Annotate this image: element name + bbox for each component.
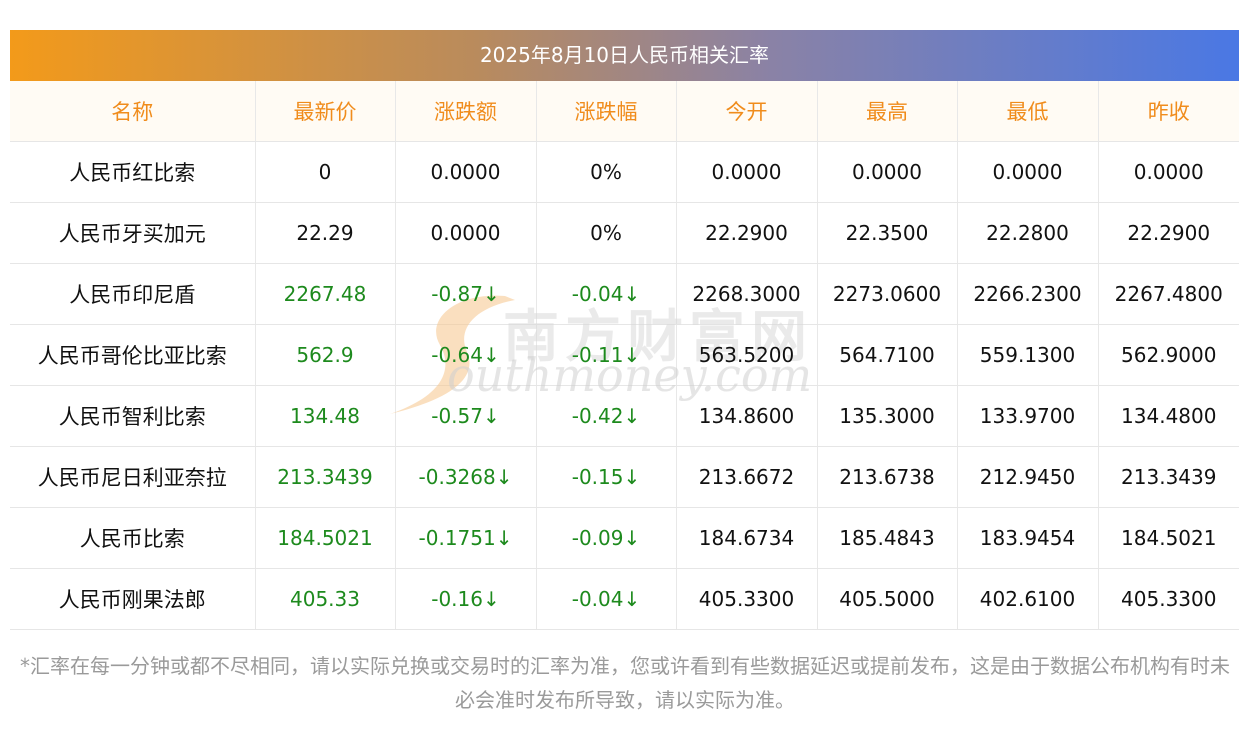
latest-price-cell: 405.33 bbox=[255, 568, 396, 630]
prev-close-cell: 184.5021 bbox=[1098, 507, 1239, 569]
change-pct-cell: 0% bbox=[536, 141, 677, 203]
prev-close-cell: 213.3439 bbox=[1098, 446, 1239, 508]
open-cell: 405.3300 bbox=[676, 568, 818, 630]
table-row: 人民币牙买加元 22.29 0.0000 0% 22.2900 22.3500 22.280… bbox=[10, 202, 1239, 264]
latest-price-cell: 134.48 bbox=[255, 385, 396, 447]
high-cell: 135.3000 bbox=[817, 385, 958, 447]
open-cell: 0.0000 bbox=[676, 141, 818, 203]
header-change-pct: 涨跌幅 bbox=[536, 81, 677, 142]
low-cell: 212.9450 bbox=[957, 446, 1099, 508]
currency-name-cell: 人民币智利比索 bbox=[10, 385, 256, 447]
change-amount-cell: -0.87↓ bbox=[395, 263, 537, 325]
latest-price-cell: 562.9 bbox=[255, 324, 396, 386]
change-amount-cell: -0.1751↓ bbox=[395, 507, 537, 569]
header-low: 最低 bbox=[957, 81, 1099, 142]
currency-name-cell: 人民币哥伦比亚比索 bbox=[10, 324, 256, 386]
low-cell: 2266.2300 bbox=[957, 263, 1099, 325]
low-cell: 133.9700 bbox=[957, 385, 1099, 447]
header-change: 涨跌额 bbox=[395, 81, 537, 142]
prev-close-cell: 405.3300 bbox=[1098, 568, 1239, 630]
rate-table-card: 2025年8月10日人民币相关汇率 名称 最新价 涨跌额 涨跌幅 今开 最高 最… bbox=[10, 30, 1239, 630]
change-amount-cell: -0.3268↓ bbox=[395, 446, 537, 508]
table-row: 人民币红比索 0 0.0000 0% 0.0000 0.0000 0.0000 0.0000 bbox=[10, 141, 1239, 203]
currency-name-cell: 人民币牙买加元 bbox=[10, 202, 256, 264]
high-cell: 22.3500 bbox=[817, 202, 958, 264]
open-cell: 563.5200 bbox=[676, 324, 818, 386]
prev-close-cell: 562.9000 bbox=[1098, 324, 1239, 386]
header-prev-close: 昨收 bbox=[1098, 81, 1239, 142]
high-cell: 405.5000 bbox=[817, 568, 958, 630]
change-amount-cell: -0.57↓ bbox=[395, 385, 537, 447]
prev-close-cell: 134.4800 bbox=[1098, 385, 1239, 447]
low-cell: 559.1300 bbox=[957, 324, 1099, 386]
prev-close-cell: 0.0000 bbox=[1098, 141, 1239, 203]
change-amount-cell: 0.0000 bbox=[395, 202, 537, 264]
currency-name-cell: 人民币比索 bbox=[10, 507, 256, 569]
open-cell: 184.6734 bbox=[676, 507, 818, 569]
table-row: 人民币智利比索 134.48 -0.57↓ -0.42↓ 134.8600 135.300… bbox=[10, 385, 1239, 447]
high-cell: 0.0000 bbox=[817, 141, 958, 203]
change-amount-cell: 0.0000 bbox=[395, 141, 537, 203]
latest-price-cell: 184.5021 bbox=[255, 507, 396, 569]
header-name: 名称 bbox=[10, 81, 256, 142]
table-title: 2025年8月10日人民币相关汇率 bbox=[10, 30, 1239, 81]
high-cell: 564.7100 bbox=[817, 324, 958, 386]
change-pct-cell: -0.42↓ bbox=[536, 385, 677, 447]
latest-price-cell: 22.29 bbox=[255, 202, 396, 264]
table-row: 人民币哥伦比亚比索 562.9 -0.64↓ -0.11↓ 563.5200 564.71… bbox=[10, 324, 1239, 386]
high-cell: 2273.0600 bbox=[817, 263, 958, 325]
table-row: 人民币刚果法郎 405.33 -0.16↓ -0.04↓ 405.3300 405.500… bbox=[10, 568, 1239, 630]
prev-close-cell: 22.2900 bbox=[1098, 202, 1239, 264]
change-amount-cell: -0.64↓ bbox=[395, 324, 537, 386]
change-pct-cell: -0.04↓ bbox=[536, 263, 677, 325]
table-header-row: 名称 最新价 涨跌额 涨跌幅 今开 最高 最低 昨收 bbox=[10, 81, 1239, 142]
open-cell: 2268.3000 bbox=[676, 263, 818, 325]
low-cell: 0.0000 bbox=[957, 141, 1099, 203]
high-cell: 213.6738 bbox=[817, 446, 958, 508]
low-cell: 22.2800 bbox=[957, 202, 1099, 264]
header-open: 今开 bbox=[676, 81, 818, 142]
change-pct-cell: -0.09↓ bbox=[536, 507, 677, 569]
currency-name-cell: 人民币刚果法郎 bbox=[10, 568, 256, 630]
disclaimer-footnote: *汇率在每一分钟或都不尽相同，请以实际兑换或交易时的汇率为准，您或许看到有些数据… bbox=[20, 654, 1230, 712]
header-latest: 最新价 bbox=[255, 81, 396, 142]
open-cell: 22.2900 bbox=[676, 202, 818, 264]
currency-name-cell: 人民币红比索 bbox=[10, 141, 256, 203]
table-row: 人民币尼日利亚奈拉 213.3439 -0.3268↓ -0.15↓ 213.6672 2… bbox=[10, 446, 1239, 508]
header-high: 最高 bbox=[817, 81, 958, 142]
change-pct-cell: 0% bbox=[536, 202, 677, 264]
currency-name-cell: 人民币尼日利亚奈拉 bbox=[10, 446, 256, 508]
latest-price-cell: 0 bbox=[255, 141, 396, 203]
high-cell: 185.4843 bbox=[817, 507, 958, 569]
prev-close-cell: 2267.4800 bbox=[1098, 263, 1239, 325]
change-pct-cell: -0.11↓ bbox=[536, 324, 677, 386]
change-amount-cell: -0.16↓ bbox=[395, 568, 537, 630]
table-row: 人民币比索 184.5021 -0.1751↓ -0.09↓ 184.6734 185.4… bbox=[10, 507, 1239, 569]
change-pct-cell: -0.15↓ bbox=[536, 446, 677, 508]
latest-price-cell: 213.3439 bbox=[255, 446, 396, 508]
change-pct-cell: -0.04↓ bbox=[536, 568, 677, 630]
exchange-rate-table: 名称 最新价 涨跌额 涨跌幅 今开 最高 最低 昨收 人民币红比索 0 0.0000… bbox=[10, 81, 1239, 630]
latest-price-cell: 2267.48 bbox=[255, 263, 396, 325]
low-cell: 183.9454 bbox=[957, 507, 1099, 569]
currency-name-cell: 人民币印尼盾 bbox=[10, 263, 256, 325]
table-row: 人民币印尼盾 2267.48 -0.87↓ -0.04↓ 2268.3000 2273.0… bbox=[10, 263, 1239, 325]
open-cell: 213.6672 bbox=[676, 446, 818, 508]
low-cell: 402.6100 bbox=[957, 568, 1099, 630]
open-cell: 134.8600 bbox=[676, 385, 818, 447]
